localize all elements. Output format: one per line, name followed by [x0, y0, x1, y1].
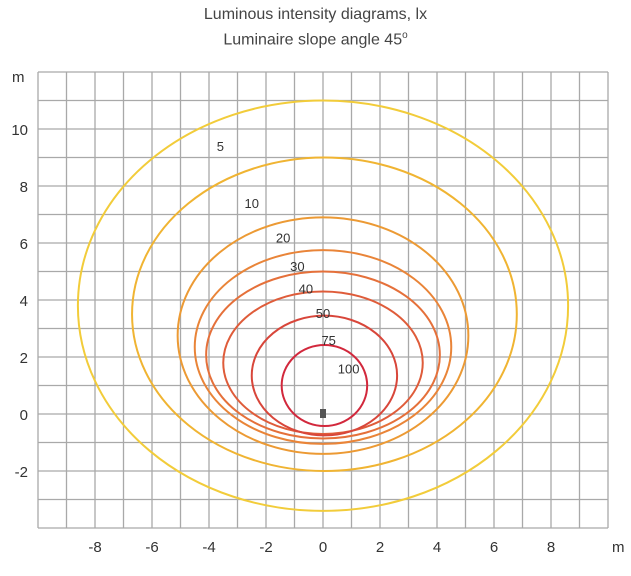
y-axis-label: m	[12, 69, 25, 86]
contour-label: 75	[321, 333, 335, 348]
degree-sup: o	[402, 30, 408, 41]
contour-20	[176, 216, 470, 455]
x-tick-label: 0	[319, 539, 327, 556]
contour-label: 5	[217, 139, 224, 154]
contour-label: 30	[290, 259, 304, 274]
x-tick-label: 8	[547, 539, 555, 556]
y-tick-label: 2	[20, 350, 28, 367]
x-axis-label: m	[612, 539, 625, 556]
y-tick-label: 8	[20, 179, 28, 196]
x-tick-label: -8	[88, 539, 101, 556]
contour-75	[250, 314, 399, 437]
contour-40	[205, 270, 441, 440]
x-tick-label: -2	[259, 539, 272, 556]
x-tick-label: 2	[376, 539, 384, 556]
x-tick-label: -4	[202, 539, 215, 556]
x-tick-label: 4	[433, 539, 441, 556]
contour-30	[193, 249, 453, 445]
subtitle-text: Luminaire slope angle 45	[223, 31, 403, 49]
contour-50	[222, 290, 424, 435]
y-tick-label: 0	[20, 407, 28, 424]
contour-label: 40	[299, 282, 313, 297]
contour-label: 10	[245, 196, 259, 211]
contour-label: 100	[338, 361, 360, 376]
chart-title: Luminous intensity diagrams, lx	[203, 6, 428, 23]
y-tick-label: -2	[15, 464, 28, 481]
chart-subtitle: Luminaire slope angle 45o	[0, 30, 631, 49]
contour-label: 50	[316, 306, 330, 321]
y-tick-label: 10	[11, 122, 28, 139]
x-tick-label: 6	[490, 539, 498, 556]
contour-5	[76, 99, 570, 512]
y-tick-label: 4	[20, 293, 28, 310]
y-tick-label: 6	[20, 236, 28, 253]
contour-10	[131, 156, 518, 472]
contour-100	[280, 344, 369, 427]
contour-label: 20	[276, 230, 290, 245]
x-tick-label: -6	[145, 539, 158, 556]
luminaire-marker	[320, 409, 326, 418]
